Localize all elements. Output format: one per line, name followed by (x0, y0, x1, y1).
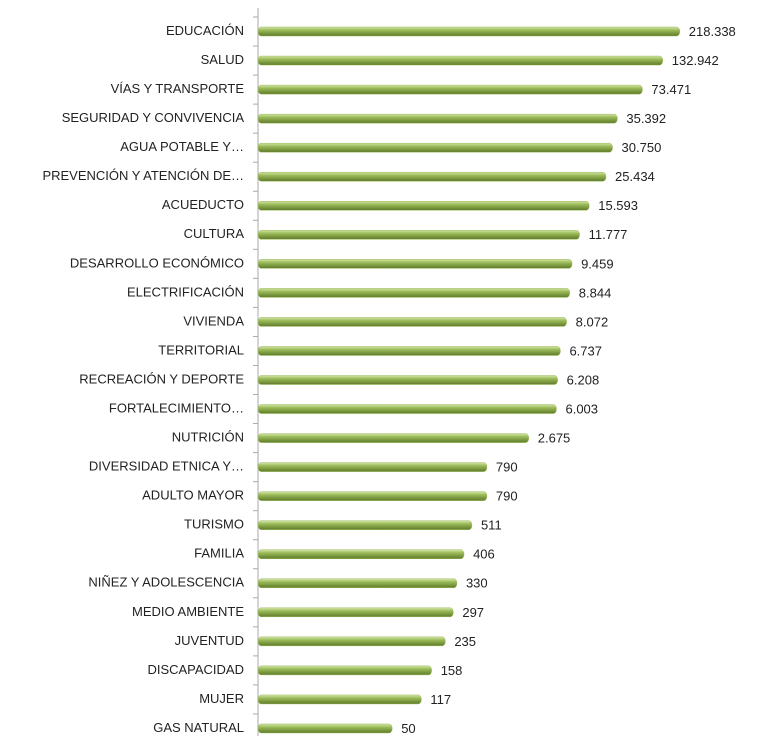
data-label: 11.777 (589, 227, 628, 242)
data-label: 158 (441, 663, 463, 678)
y-tick-label: MEDIO AMBIENTE (132, 604, 244, 619)
data-label: 2.675 (538, 431, 571, 446)
bar (257, 491, 488, 501)
data-label: 406 (473, 547, 495, 562)
y-tick-label: TURISMO (184, 517, 244, 532)
y-tick-label: DISCAPACIDAD (147, 662, 244, 677)
data-label: 35.392 (626, 111, 666, 126)
y-tick-label: ADULTO MAYOR (142, 488, 244, 503)
y-tick-label: CULTURA (184, 226, 245, 241)
data-label: 330 (466, 576, 488, 591)
y-tick-label: EDUCACIÓN (166, 23, 244, 38)
bar (257, 404, 557, 414)
bar (257, 288, 571, 298)
bar (257, 433, 530, 443)
bar (257, 113, 618, 124)
y-tick-label: DIVERSIDAD ETNICA Y… (89, 459, 244, 474)
y-tick-label: PREVENCIÓN Y ATENCIÓN DE… (42, 168, 244, 183)
y-tick-label: FAMILIA (194, 546, 244, 561)
bar (257, 694, 422, 705)
y-tick-label: SEGURIDAD Y CONVIVENCIA (62, 110, 245, 125)
data-label: 8.844 (579, 285, 612, 300)
y-tick-label: DESARROLLO ECONÓMICO (70, 255, 244, 270)
data-label: 8.072 (576, 314, 609, 329)
y-tick-label: ACUEDUCTO (162, 197, 244, 212)
data-label: 511 (481, 518, 502, 533)
data-label: 235 (454, 634, 476, 649)
data-label: 117 (430, 692, 451, 707)
y-tick-label: RECREACIÓN Y DEPORTE (79, 371, 244, 386)
y-tick-label: VIVIENDA (183, 313, 244, 328)
bar (257, 462, 488, 472)
bar (257, 346, 561, 356)
data-label: 6.208 (567, 372, 600, 387)
data-label: 218.338 (689, 24, 736, 39)
bar (257, 549, 465, 559)
data-label: 50 (401, 721, 415, 736)
bar (257, 578, 458, 589)
bar (257, 723, 393, 734)
data-label: 25.434 (615, 169, 655, 184)
y-tick-label: MUJER (199, 691, 244, 706)
data-label: 6.003 (565, 401, 598, 416)
bar (257, 230, 580, 240)
data-label: 9.459 (581, 256, 614, 271)
data-label: 30.750 (622, 140, 662, 155)
bar (257, 607, 454, 618)
bar (257, 55, 664, 66)
bar (257, 317, 567, 327)
bar (257, 142, 613, 153)
y-tick-label: FORTALECIMIENTO… (109, 400, 244, 415)
data-label: 790 (496, 489, 518, 504)
bar (257, 26, 681, 37)
y-tick-label: NUTRICIÓN (172, 430, 244, 445)
data-label: 132.942 (672, 53, 719, 68)
y-tick-label: SALUD (201, 52, 244, 67)
bar (257, 259, 573, 269)
data-label: 790 (496, 460, 518, 475)
data-label: 297 (462, 605, 484, 620)
bar (257, 84, 643, 95)
bar (257, 201, 590, 211)
y-tick-label: TERRITORIAL (158, 342, 244, 357)
data-label: 6.737 (569, 343, 602, 358)
data-label: 15.593 (598, 198, 638, 213)
y-tick-label: ELECTRIFICACIÓN (127, 284, 244, 299)
bar (257, 665, 432, 676)
y-tick-label: AGUA POTABLE Y… (120, 139, 244, 154)
bar (257, 636, 446, 647)
bar (257, 520, 473, 530)
y-tick-label: NIÑEZ Y ADOLESCENCIA (88, 575, 244, 590)
data-label: 73.471 (651, 82, 691, 97)
bar (257, 171, 607, 182)
bar (257, 375, 558, 385)
y-tick-label: GAS NATURAL (153, 720, 244, 735)
y-tick-label: VÍAS Y TRANSPORTE (111, 81, 245, 96)
y-tick-label: JUVENTUD (175, 633, 244, 648)
